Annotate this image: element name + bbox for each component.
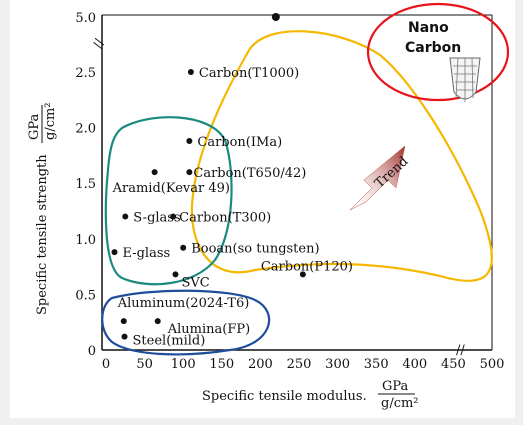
x-axis-break: //	[456, 343, 465, 358]
data-point	[186, 137, 193, 144]
point-label: Booan(so tungsten)	[191, 242, 319, 257]
axis-ticks: 0 50 100 150 200 250 300 350 400 450 500 0 0.5 1.0 1.5…	[75, 11, 504, 372]
data-point	[271, 13, 280, 21]
data-point	[111, 249, 118, 256]
data-point	[299, 271, 306, 278]
x-tick-label: 150	[209, 357, 234, 372]
data-point	[187, 69, 194, 75]
svg-text:Specific tensile strength: Specific tensile strength	[35, 154, 50, 315]
x-tick-label: 400	[402, 357, 427, 372]
x-tick-label: 200	[248, 357, 273, 372]
x-tick-label: 450	[441, 357, 466, 372]
data-point	[151, 169, 158, 176]
point-label: SVC	[181, 275, 209, 290]
x-tick-label: 100	[171, 357, 196, 372]
carbon-group-outline	[190, 30, 493, 282]
point-label: Alumina(FP)	[167, 322, 250, 337]
data-point	[120, 318, 127, 325]
data-point	[172, 271, 179, 278]
data-points: Carbon(T1000) Carbon(IMa) Aramid(Kevar 49)…	[111, 13, 353, 349]
y-tick-label: 1.0	[75, 233, 96, 248]
metal-group-outline	[101, 289, 271, 356]
x-tick-label: 250	[287, 357, 312, 372]
point-label: Carbon(T300)	[179, 211, 271, 226]
nano-label-line2: Carbon	[405, 40, 461, 56]
point-label: Carbon(T650/42)	[193, 166, 306, 181]
y-tick-label: 1.5	[75, 177, 96, 192]
data-point	[122, 213, 129, 220]
y-tick-label: 2.0	[75, 122, 96, 137]
svg-text:Specific tensile modulus.: Specific tensile modulus.	[202, 389, 367, 404]
data-point	[180, 244, 187, 251]
trend-arrow: Trend	[349, 145, 411, 211]
chart-stage: // // Trend 0 50 100 150 200 250 300 350 400 450 5…	[10, 0, 515, 418]
x-axis-label: Specific tensile modulus. GPa g/cm²	[202, 379, 419, 411]
point-label: Aluminum(2024-T6)	[117, 296, 250, 311]
y-tick-label: 0.5	[75, 288, 96, 303]
chart: // // Trend 0 50 100 150 200 250 300 350 400 450 5…	[27, 2, 510, 411]
point-label: Aramid(Kevar 49)	[112, 181, 230, 196]
svg-text:g/cm²: g/cm²	[381, 396, 419, 411]
x-tick-label: 350	[364, 357, 389, 372]
nano-group-outline	[366, 2, 510, 102]
svg-text:GPa: GPa	[382, 379, 409, 394]
y-tick-label: 0	[88, 344, 96, 359]
data-point	[121, 333, 128, 340]
y-axis-break: //	[91, 37, 108, 51]
point-label: Carbon(T1000)	[199, 66, 299, 81]
x-tick-label: 300	[325, 357, 350, 372]
data-point	[170, 213, 177, 220]
x-tick-label: 500	[480, 357, 505, 372]
y-axis-label: Specific tensile strength GPa g/cm²	[27, 102, 58, 315]
nano-label-line1: Nano	[408, 20, 449, 36]
point-label: Steel(mild)	[133, 334, 206, 349]
y-tick-label: 5.0	[75, 11, 96, 26]
data-point	[186, 169, 193, 176]
svg-text:GPa: GPa	[27, 113, 42, 140]
y-tick-label: 2.5	[75, 66, 96, 81]
point-label: Carbon(IMa)	[197, 135, 282, 150]
point-label: S-glass	[133, 211, 180, 226]
x-tick-label: 0	[102, 357, 110, 372]
glass-aramid-group-outline	[104, 116, 233, 286]
x-tick-label: 50	[136, 357, 153, 372]
data-point	[154, 318, 161, 325]
svg-text:g/cm²: g/cm²	[43, 102, 58, 140]
point-label: Carbon(P120)	[261, 259, 353, 274]
point-label: E-glass	[122, 246, 170, 261]
nanotube-illustration	[449, 57, 481, 102]
